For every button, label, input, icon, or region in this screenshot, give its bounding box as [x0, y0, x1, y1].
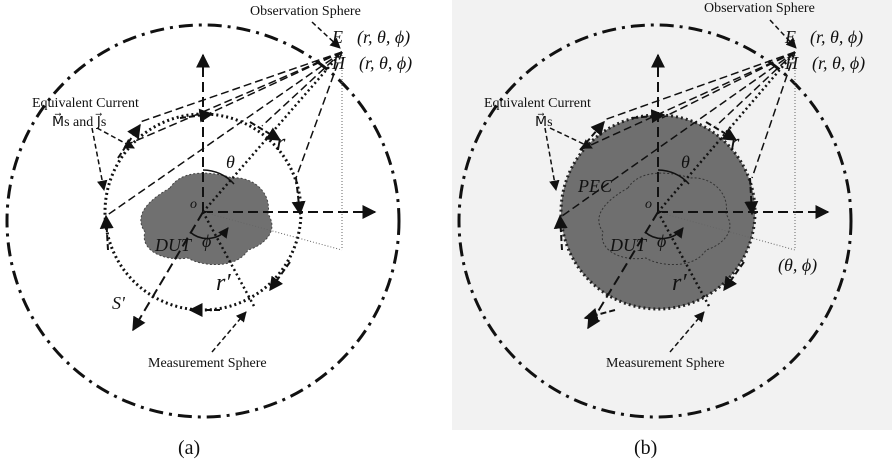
phi-arc	[644, 227, 684, 240]
dut-label: DUT	[609, 235, 648, 255]
measurement-sphere-label: Measurement Sphere	[148, 356, 267, 371]
dut-label: DUT	[154, 235, 193, 255]
label-leaders	[91, 21, 341, 353]
angle-pair-label: (θ, ϕ)	[778, 255, 817, 276]
caption-a: (a)	[178, 437, 200, 459]
radiation-rays	[105, 51, 343, 217]
theta-label: θ	[681, 152, 690, 172]
observation-sphere	[5, 23, 401, 419]
observation-sphere-label: Observation Sphere	[250, 4, 361, 19]
equivalent-current-label: Equivalent Current	[484, 96, 591, 111]
theta-arc	[657, 169, 690, 185]
current-symbols-label: M⃗s and J⃗s	[52, 112, 106, 130]
h-field-label: H⃗(r, θ, ϕ)	[784, 53, 865, 74]
origin-label: o	[190, 197, 197, 212]
theta-label: θ	[226, 152, 235, 172]
e-field-label: E⃗(r, θ, ϕ)	[784, 27, 863, 48]
r-label: r	[730, 130, 740, 156]
current-arrows	[553, 109, 759, 322]
panel-b: Observation Sphere E⃗(r, θ, ϕ) H⃗(r, θ, …	[452, 0, 892, 459]
r-prime-vector	[656, 211, 712, 309]
x-axis	[587, 211, 659, 330]
phi-label: ϕ	[202, 231, 211, 251]
r-label: r	[276, 130, 286, 156]
equivalent-current-label: Equivalent Current	[32, 96, 139, 111]
observation-sphere	[457, 23, 853, 419]
label-leaders	[544, 19, 797, 353]
r-prime-vector	[201, 211, 257, 309]
origin-label: o	[645, 197, 652, 212]
r-prime-label: r′	[216, 270, 231, 296]
phi-label: ϕ	[657, 231, 666, 251]
r-prime-label: r′	[672, 270, 687, 296]
x-axis	[132, 211, 204, 332]
pec-label: PEC	[577, 176, 613, 196]
phi-arc	[189, 227, 229, 240]
caption-b: (b)	[634, 437, 657, 459]
dut-shape	[140, 172, 273, 266]
observation-sphere-label: Observation Sphere	[704, 1, 815, 16]
projection-diagonal	[202, 211, 343, 251]
e-field-label: E⃗(r, θ, ϕ)	[331, 27, 410, 48]
h-field-label: H⃗(r, θ, ϕ)	[331, 53, 412, 74]
theta-arc	[202, 169, 235, 185]
radiation-rays	[561, 51, 796, 217]
panel-a: Observation Sphere E⃗(r, θ, ϕ) H⃗(r, θ, …	[5, 4, 412, 459]
measurement-sphere-label: Measurement Sphere	[606, 356, 725, 371]
current-symbols-label: M⃗s	[535, 112, 553, 130]
s-prime-label: S'	[112, 293, 126, 313]
